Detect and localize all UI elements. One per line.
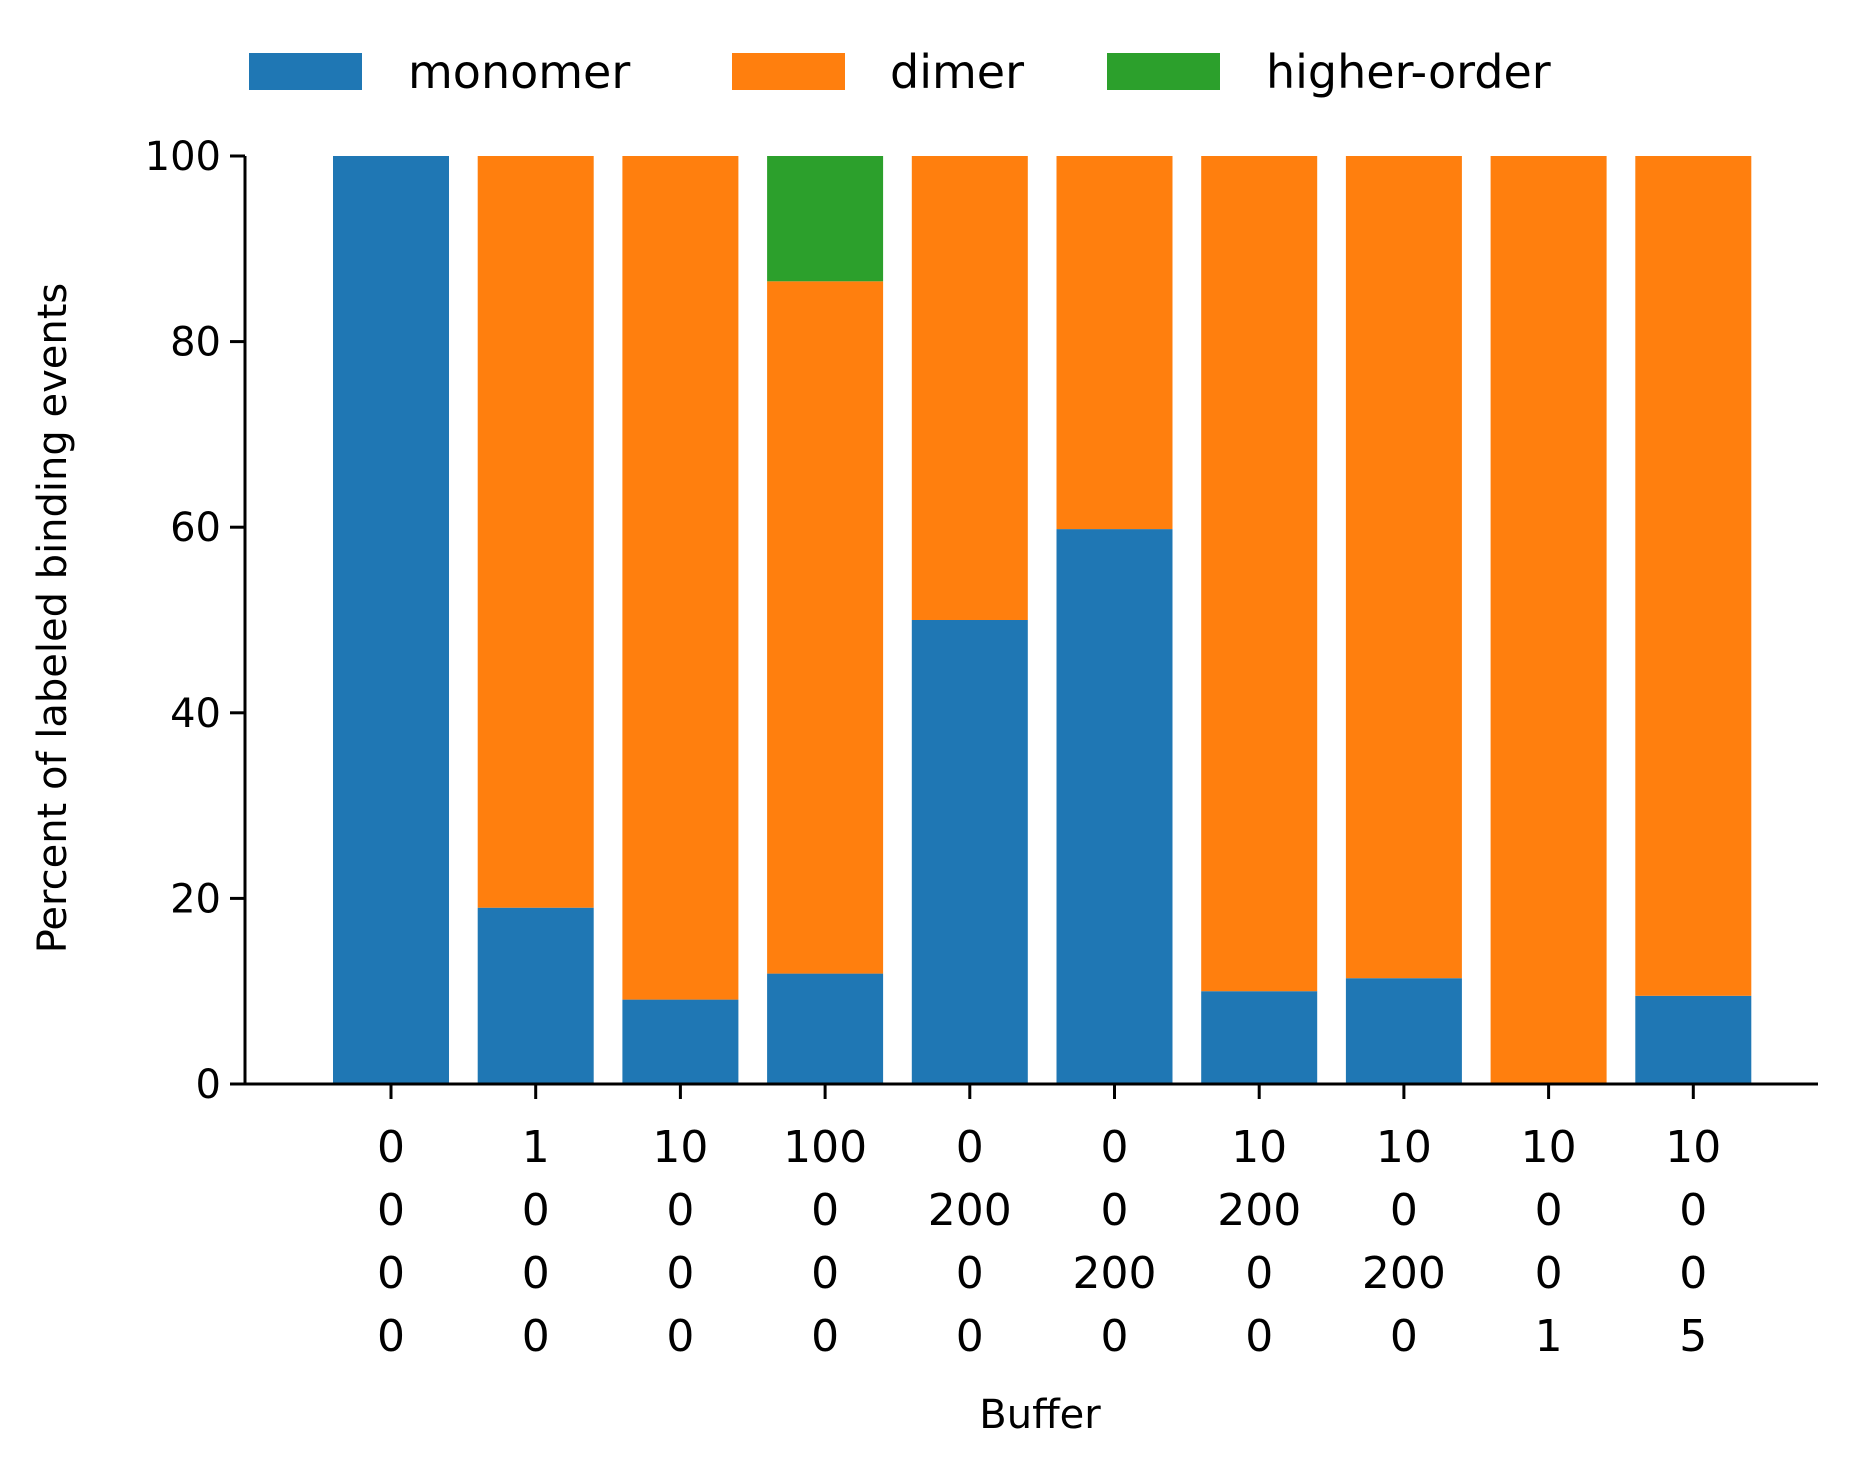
- bar-monomer-1: [333, 156, 449, 1084]
- y-axis-label: Percent of labeled binding events: [30, 283, 76, 954]
- x-tick-label-4: 100 0 0 0: [783, 1122, 867, 1362]
- bar-dimer-6: [1056, 156, 1173, 530]
- legend: monomer dimer higher-order: [249, 45, 1551, 99]
- legend-swatch-higher-order: [1107, 53, 1220, 90]
- bar-dimer-4: [767, 281, 884, 974]
- bar-dimer-7: [1201, 156, 1318, 992]
- bar-monomer-3: [622, 999, 739, 1084]
- legend-label-monomer: monomer: [408, 45, 630, 99]
- bar-monomer-6: [1056, 529, 1173, 1084]
- bar-dimer-2: [477, 156, 594, 908]
- bar-monomer-5: [911, 620, 1028, 1084]
- x-tick-label-6: 0 0 200 0: [1073, 1122, 1157, 1362]
- legend-label-higher-order: higher-order: [1266, 45, 1551, 99]
- bar-monomer-10: [1635, 995, 1752, 1084]
- bar-monomer-4: [767, 973, 884, 1084]
- axes: 0 20 40 60 80 100 0 0 0 0 1 0 0 0 10 0 0 0 100 0 0 0 0 200 0 0 0 0 2…: [145, 134, 1818, 1362]
- y-tick-label: 0: [196, 1062, 221, 1108]
- x-axis-label: Buffer: [979, 1392, 1101, 1438]
- bars: [333, 156, 1752, 1084]
- legend-swatch-monomer: [249, 53, 362, 90]
- bar-higher-order-4: [767, 156, 884, 282]
- x-tick-label-8: 10 0 200 0: [1362, 1122, 1446, 1362]
- bar-dimer-10: [1635, 156, 1752, 996]
- x-tick-label-7: 10 200 0 0: [1217, 1122, 1301, 1362]
- legend-swatch-dimer: [732, 53, 845, 90]
- y-tick-label: 80: [170, 320, 221, 366]
- bar-monomer-2: [477, 907, 594, 1084]
- bar-monomer-8: [1345, 978, 1462, 1084]
- x-tick-label-10: 10 0 0 5: [1665, 1122, 1721, 1362]
- y-tick-label: 40: [170, 691, 221, 737]
- bar-dimer-9: [1490, 156, 1607, 1084]
- y-tick-label: 20: [170, 876, 221, 922]
- bar-dimer-3: [622, 156, 739, 1000]
- bar-dimer-5: [911, 156, 1028, 620]
- legend-label-dimer: dimer: [890, 45, 1024, 99]
- x-tick-label-5: 0 200 0 0: [928, 1122, 1012, 1362]
- y-tick-label: 60: [170, 505, 221, 551]
- x-tick-label-3: 10 0 0 0: [652, 1122, 708, 1362]
- x-tick-label-9: 10 0 0 1: [1521, 1122, 1577, 1362]
- y-tick-label: 100: [145, 134, 221, 180]
- bar-dimer-8: [1345, 156, 1462, 979]
- bar-monomer-7: [1201, 991, 1318, 1084]
